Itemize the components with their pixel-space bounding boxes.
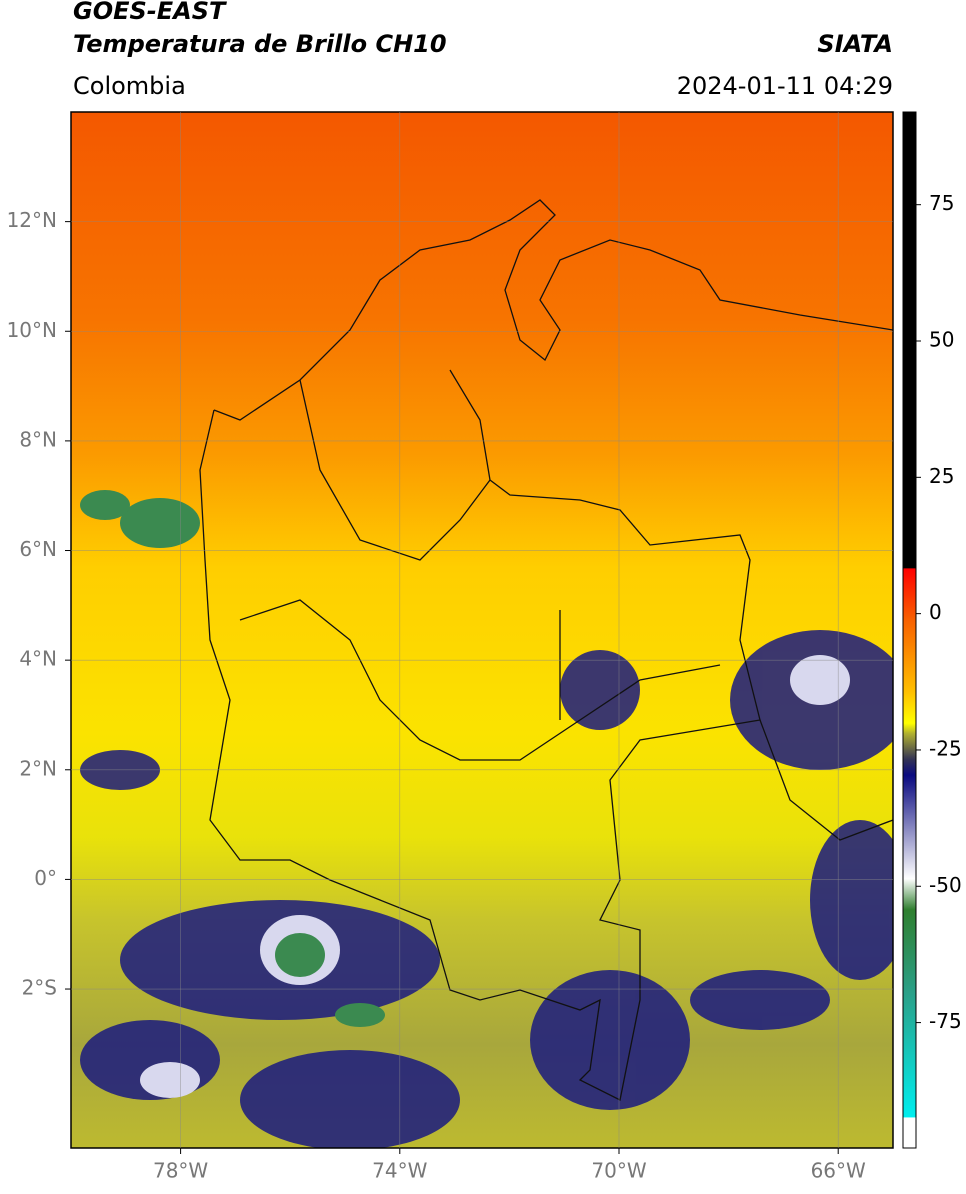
y-tick-label: 2°S	[22, 976, 57, 1000]
colorbar-tick-label: 50	[929, 328, 954, 352]
y-tick-label: 10°N	[7, 318, 57, 342]
y-tick-label: 6°N	[19, 537, 57, 561]
y-tick-label: 8°N	[19, 427, 57, 451]
x-tick-label: 78°W	[153, 1159, 208, 1183]
title: Temperatura de Brillo CH10	[73, 30, 447, 58]
colorbar	[902, 111, 917, 1149]
y-tick-label: 2°N	[19, 756, 57, 780]
colorbar-tick-label: -50	[929, 873, 962, 897]
datetime: 2024-01-11 04:29	[677, 72, 893, 100]
colorbar-tick-label: 0	[929, 600, 942, 624]
y-tick-label: 4°N	[19, 647, 57, 671]
x-tick-label: 66°W	[811, 1159, 866, 1183]
colorbar-tick-label: 25	[929, 464, 954, 488]
source: SIATA	[817, 30, 893, 58]
title: GOES-EAST	[73, 0, 227, 25]
map-frame	[70, 111, 894, 1149]
region: Colombia	[73, 72, 186, 100]
colorbar-tick-label: -25	[929, 736, 962, 760]
y-tick-label: 0°	[34, 866, 57, 890]
x-tick-label: 74°W	[372, 1159, 427, 1183]
colorbar-tick-label: -75	[929, 1009, 962, 1033]
y-tick-label: 12°N	[7, 208, 57, 232]
x-tick-label: 70°W	[591, 1159, 646, 1183]
colorbar-tick-label: 75	[929, 191, 954, 215]
map-image	[71, 112, 893, 1148]
